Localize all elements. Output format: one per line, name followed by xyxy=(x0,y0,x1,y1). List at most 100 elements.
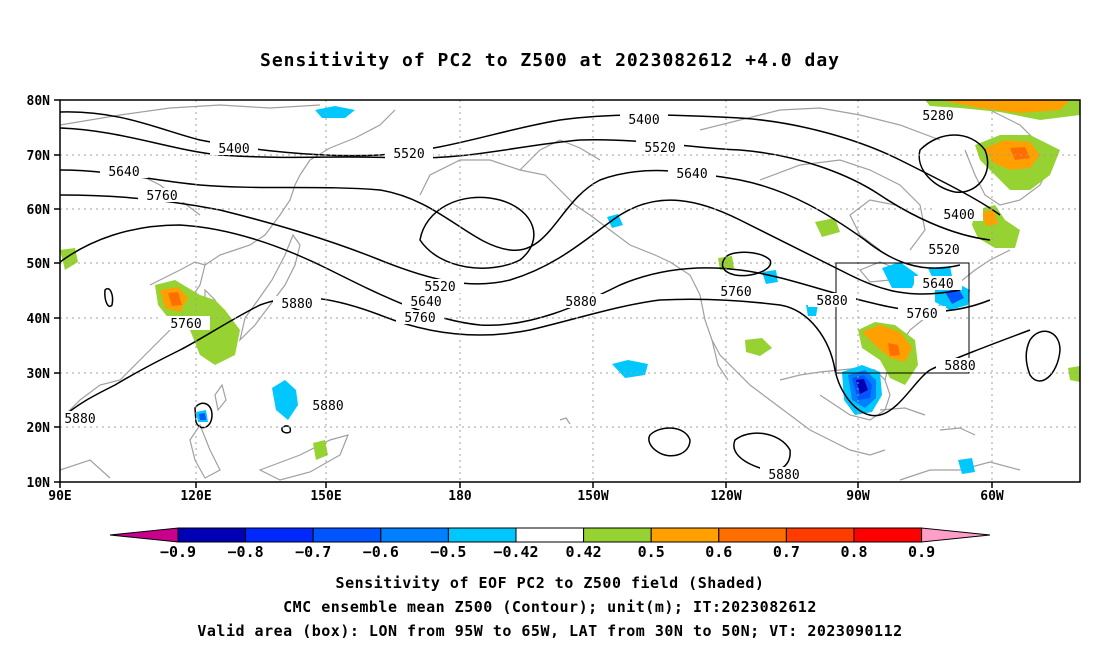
colorbar-segment xyxy=(650,527,720,543)
contour-label: 5520 xyxy=(928,243,959,258)
coastlines xyxy=(60,100,1051,481)
contour-label: 5760 xyxy=(906,307,937,322)
lon-label: 150W xyxy=(577,489,608,504)
lon-label: 120W xyxy=(710,489,741,504)
contour-label: 5520 xyxy=(393,147,424,162)
negative-region xyxy=(199,413,206,420)
axis-ticks xyxy=(54,99,993,488)
contour-label: 5640 xyxy=(922,277,953,292)
contour-label: 5760 xyxy=(720,285,751,300)
contour-label: 5760 xyxy=(170,317,201,332)
lat-label: 80N xyxy=(27,94,51,109)
colorbar-segment xyxy=(380,527,449,543)
colorbar: −0.9 −0.8 −0.7 −0.6 −0.5 −0.42 0.42 0.5 0.6 0.7 0.… xyxy=(109,527,991,561)
contour-label: 5640 xyxy=(108,165,139,180)
negative-region xyxy=(612,360,648,378)
negative-region xyxy=(806,305,818,316)
colorbar-label: −0.9 xyxy=(160,543,196,561)
colorbar-label: 0.42 xyxy=(566,543,602,561)
caption-line-2: CMC ensemble mean Z500 (Contour); unit(m… xyxy=(283,598,817,616)
positive-region xyxy=(1010,147,1030,160)
contour-label: 5400 xyxy=(943,208,974,223)
lat-label: 10N xyxy=(27,476,51,491)
valid-area-box xyxy=(835,262,970,374)
caption-line-3: Valid area (box): LON from 95W to 65W, L… xyxy=(197,622,903,640)
colorbar-label: 0.9 xyxy=(908,543,935,561)
colorbar-label: −0.42 xyxy=(493,543,538,561)
colorbar-segment xyxy=(718,527,787,543)
lon-label: 90E xyxy=(48,489,71,504)
lat-label: 20N xyxy=(27,421,51,436)
contour-label: 5880 xyxy=(565,295,596,310)
colorbar-label: −0.5 xyxy=(430,543,466,561)
negative-region xyxy=(272,380,298,420)
colorbar-segment xyxy=(447,527,517,543)
lon-label: 60W xyxy=(980,489,1004,504)
contour-label: 5520 xyxy=(644,141,675,156)
positive-region xyxy=(940,100,1070,113)
colorbar-segment xyxy=(177,527,247,543)
contour-label: 5400 xyxy=(218,142,249,157)
map-title: Sensitivity of PC2 to Z500 at 2023082612… xyxy=(259,50,840,71)
positive-region xyxy=(985,140,1040,170)
lon-label: 90W xyxy=(846,489,870,504)
plot-frame xyxy=(59,99,1081,483)
lat-label: 50N xyxy=(27,257,51,272)
contour-label: 5880 xyxy=(281,297,312,312)
colorbar-segment xyxy=(853,527,923,543)
lat-label: 40N xyxy=(27,312,51,327)
longitude-labels: 90E 120E 150E 180 150W 120W 90W 60W xyxy=(48,489,1004,504)
colorbar-segment xyxy=(245,527,314,543)
positive-region xyxy=(1068,366,1080,382)
colorbar-segment xyxy=(583,527,652,543)
colorbar-segment xyxy=(785,527,855,543)
z500-contours xyxy=(60,111,1061,472)
caption-line-1: Sensitivity of EOF PC2 to Z500 field (Sh… xyxy=(335,574,765,592)
colorbar-label: 0.5 xyxy=(638,543,665,561)
colorbar-label: −0.6 xyxy=(363,543,399,561)
contour-label: 5880 xyxy=(768,468,799,483)
positive-region xyxy=(888,343,900,356)
contour-label: 5880 xyxy=(312,399,343,414)
colorbar-label: 0.8 xyxy=(840,543,867,561)
positive-region xyxy=(168,292,182,306)
lon-label: 180 xyxy=(448,489,472,504)
colorbar-label: −0.8 xyxy=(228,543,264,561)
positive-region xyxy=(313,440,328,460)
contour-label: 5280 xyxy=(922,109,953,124)
colorbar-label: 0.6 xyxy=(705,543,732,561)
lat-label: 60N xyxy=(27,203,51,218)
lon-label: 120E xyxy=(180,489,211,504)
colorbar-segment xyxy=(515,527,585,543)
lat-label: 70N xyxy=(27,149,51,164)
contour-labels: 5400 5400 5400 5520 5520 5520 5520 5640 … xyxy=(58,108,984,483)
latitude-labels: 80N 70N 60N 50N 40N 30N 20N 10N xyxy=(27,94,51,491)
sensitivity-shading xyxy=(60,100,1080,474)
colorbar-label: 0.7 xyxy=(773,543,800,561)
contour-label: 5880 xyxy=(944,359,975,374)
colorbar-left-arrow xyxy=(109,527,179,543)
positive-region xyxy=(982,210,998,226)
contour-label: 5640 xyxy=(676,167,707,182)
contour-label: 5760 xyxy=(146,189,177,204)
negative-region xyxy=(882,262,918,288)
lat-label: 30N xyxy=(27,367,51,382)
positive-region xyxy=(745,338,772,356)
contour-label: 5760 xyxy=(404,311,435,326)
negative-region xyxy=(958,458,975,474)
contour-label: 5520 xyxy=(424,280,455,295)
negative-region xyxy=(607,214,623,228)
negative-region xyxy=(315,106,355,118)
colorbar-label: −0.7 xyxy=(295,543,331,561)
contour-label: 5400 xyxy=(628,113,659,128)
colorbar-right-arrow xyxy=(921,527,991,543)
contour-label: 5880 xyxy=(816,294,847,309)
contour-label: 5880 xyxy=(64,412,95,427)
negative-region xyxy=(856,379,868,394)
colorbar-segment xyxy=(312,527,382,543)
negative-region xyxy=(762,270,778,284)
positive-region xyxy=(815,218,840,237)
lon-label: 150E xyxy=(310,489,341,504)
contour-label: 5640 xyxy=(410,295,441,310)
